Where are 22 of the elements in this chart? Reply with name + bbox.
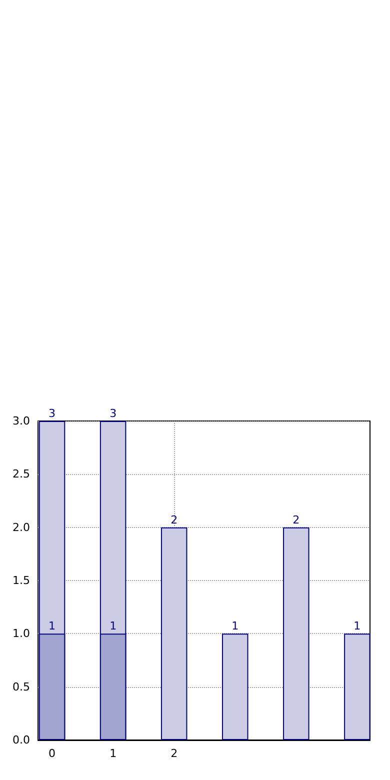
bar [344, 634, 370, 740]
x-tick-label: 2 [170, 747, 178, 760]
x-tick-label: 1 [110, 747, 117, 760]
x-tick-label: 0 [48, 747, 56, 760]
data-label: 1 [354, 620, 361, 633]
data-label: 1 [110, 620, 117, 633]
data-label: 1 [232, 620, 239, 633]
y-tick-label: 0.0 [12, 734, 30, 746]
data-label: 3 [110, 407, 117, 420]
y-tick-label: 1.5 [12, 574, 30, 587]
y-tick-label: 2.0 [12, 520, 30, 534]
bar [283, 527, 310, 740]
data-label: 3 [48, 407, 56, 420]
data-label: 1 [48, 620, 56, 633]
y-tick-label: 1.0 [12, 627, 30, 640]
data-label: 2 [170, 513, 178, 526]
y-tick-label: 2.5 [12, 468, 30, 481]
bar [222, 634, 248, 740]
y-tick-label: 0.5 [12, 680, 30, 694]
bar [160, 527, 188, 740]
y-tick-label: 3.0 [12, 414, 30, 428]
data-label: 2 [292, 513, 300, 526]
